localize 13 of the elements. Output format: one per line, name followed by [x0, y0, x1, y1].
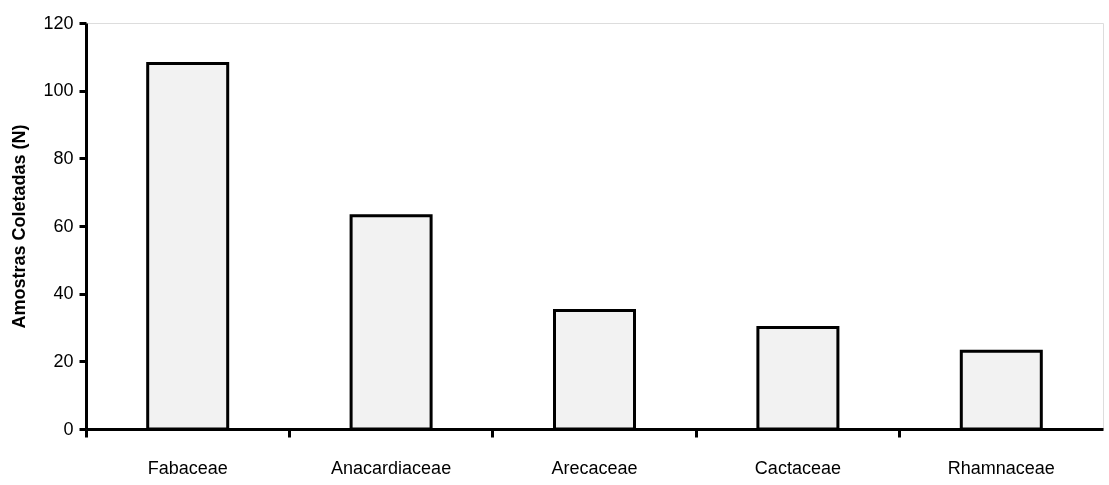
y-tick-label: 100	[43, 80, 74, 101]
x-tick-label: Arecaceae	[551, 457, 638, 478]
y-tick-label: 120	[43, 12, 74, 33]
y-tick-label: 40	[53, 283, 74, 304]
y-tick-label: 80	[53, 147, 74, 168]
y-tick-label: 0	[63, 418, 74, 439]
x-tick-label: Cactaceae	[754, 457, 841, 478]
y-axis-title: Amostras Coletadas (N)	[9, 124, 30, 329]
x-tick-label: Rhamnaceae	[947, 457, 1055, 478]
y-tick-label: 60	[53, 215, 74, 236]
x-tick-label: Anacardiaceae	[331, 457, 452, 478]
y-tick-label: 20	[53, 350, 74, 371]
x-tick-label: Fabaceae	[147, 457, 228, 478]
